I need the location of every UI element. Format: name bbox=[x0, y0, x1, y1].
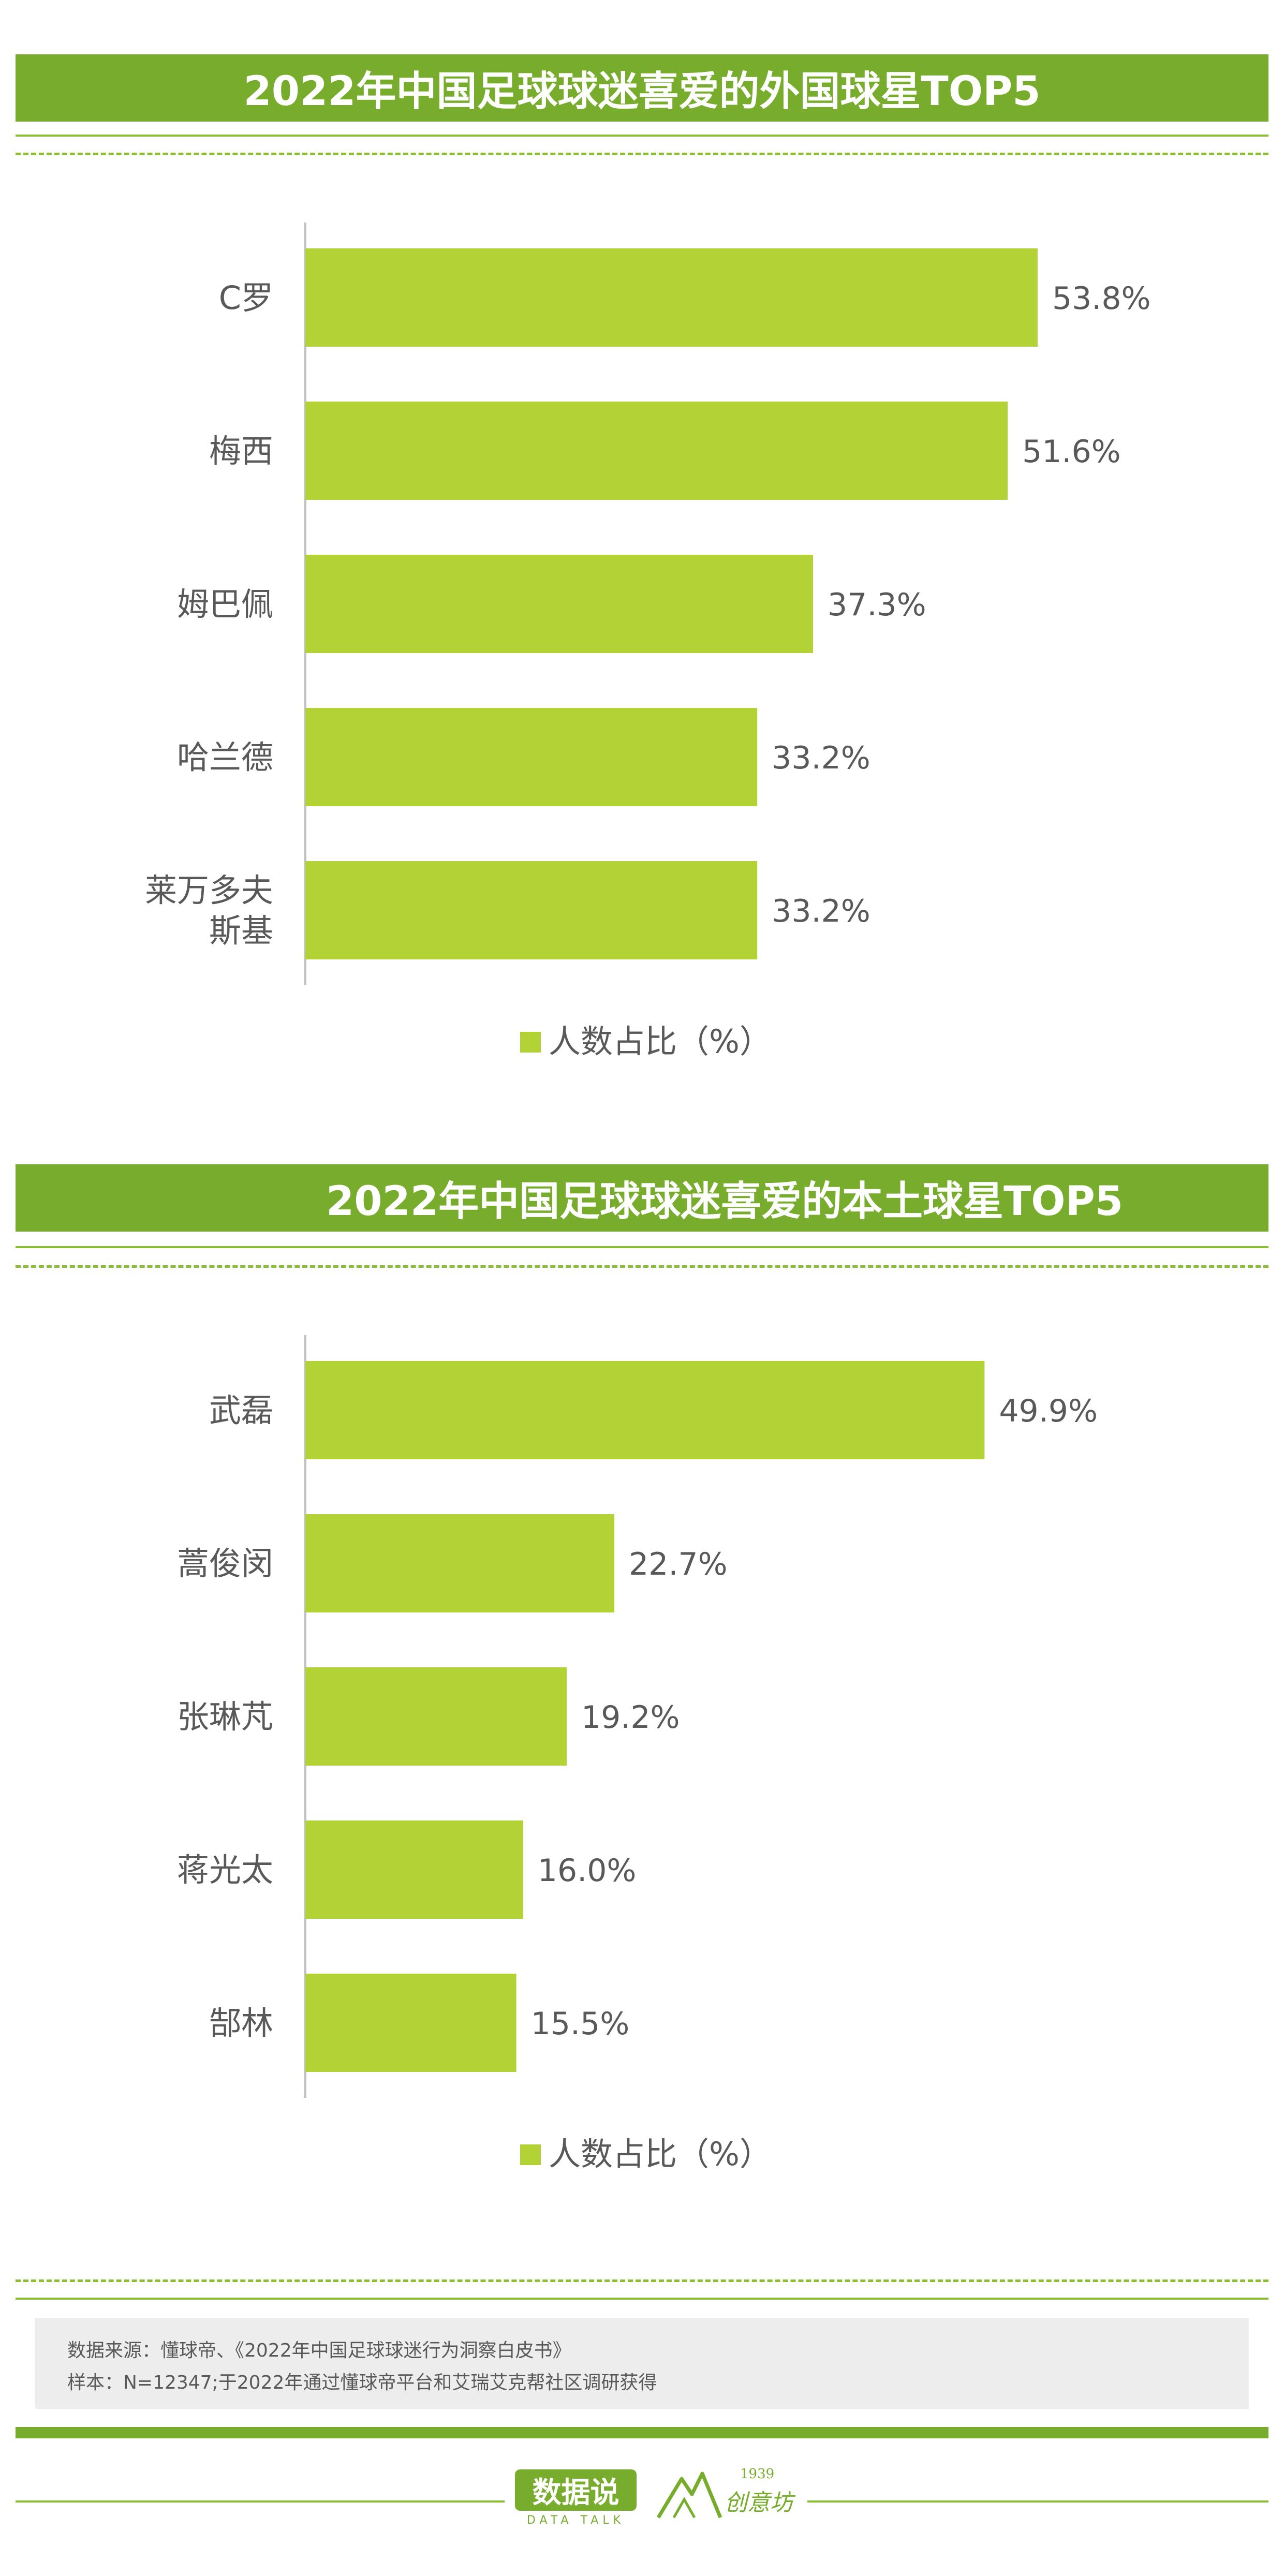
category-label-3: 张琳芃 bbox=[177, 1698, 273, 1736]
chart2-rule-solid bbox=[16, 1246, 1268, 1248]
chart1-rule-dashed bbox=[16, 153, 1268, 155]
category-label-2: 梅西 bbox=[209, 432, 273, 470]
logo-sub-text: DATA TALK bbox=[526, 2514, 625, 2527]
value-label-5: 15.5% bbox=[531, 2006, 630, 2042]
footer-line-left bbox=[16, 2500, 505, 2503]
legend-swatch bbox=[520, 2144, 541, 2165]
category-label-2: 蒿俊闵 bbox=[177, 1545, 273, 1582]
bar-3 bbox=[305, 1667, 567, 1766]
category-label-4: 蒋光太 bbox=[177, 1851, 273, 1889]
bar-4 bbox=[305, 708, 758, 806]
logo-main-text: 数据说 bbox=[532, 2476, 619, 2510]
footer-line-right bbox=[807, 2500, 1268, 2503]
footer-bar bbox=[16, 2427, 1268, 2438]
chart1-svg: 53.8% C罗 51.6% 梅西 37.3% 姆巴佩 33.2% 哈兰德 33.2% 莱万多夫斯… bbox=[145, 223, 1151, 1060]
category-label-5: 郜林 bbox=[209, 2004, 273, 2042]
bar-4 bbox=[305, 1820, 523, 1919]
footer-rule-dashed bbox=[16, 2279, 1268, 2282]
bar-1 bbox=[305, 1361, 985, 1459]
bar-5 bbox=[305, 1974, 516, 2072]
source-text: 数据来源：懂球帝、《2022年中国足球球迷行为洞察白皮书》 bbox=[67, 2340, 571, 2361]
value-label-1: 53.8% bbox=[1052, 280, 1151, 317]
chart2-title-banner: 2022年中国足球球迷喜爱的本土球星TOP5 bbox=[16, 1164, 1268, 1232]
category-label-3: 姆巴佩 bbox=[177, 585, 273, 623]
bar-2 bbox=[305, 1514, 615, 1612]
chart1-title: 2022年中国足球球迷喜爱的外国球星TOP5 bbox=[243, 68, 1041, 115]
source-box: 数据来源：懂球帝、《2022年中国足球球迷行为洞察白皮书》 样本：N=12347… bbox=[35, 2318, 1249, 2409]
value-label-2: 22.7% bbox=[629, 1546, 728, 1582]
sample-text: 样本：N=12347;于2022年通过懂球帝平台和艾瑞艾克帮社区调研获得 bbox=[67, 2372, 657, 2393]
value-label-2: 51.6% bbox=[1022, 434, 1121, 470]
value-label-4: 16.0% bbox=[538, 1853, 637, 1889]
legend-label: 人数占比（%） bbox=[549, 2135, 772, 2173]
value-label-1: 49.9% bbox=[999, 1393, 1098, 1429]
category-label-4: 哈兰德 bbox=[177, 738, 273, 776]
chart2-rule-dashed bbox=[16, 1265, 1268, 1268]
logo2-year: 1939 bbox=[740, 2466, 775, 2482]
footer-rule-solid bbox=[16, 2298, 1268, 2300]
bar-5 bbox=[305, 861, 758, 959]
legend-swatch bbox=[520, 1032, 541, 1053]
category-label-1: C罗 bbox=[219, 279, 273, 317]
value-label-3: 19.2% bbox=[581, 1699, 680, 1736]
bar-1 bbox=[305, 248, 1038, 347]
mountain-logo-icon bbox=[656, 2471, 722, 2519]
chart1-title-banner: 2022年中国足球球迷喜爱的外国球星TOP5 bbox=[16, 54, 1268, 122]
legend-label: 人数占比（%） bbox=[549, 1023, 772, 1060]
chart2-svg: 49.9% 武磊 22.7% 蒿俊闵 19.2% 张琳芃 16.0% 蒋光太 15.5% 郜林人数… bbox=[177, 1335, 1098, 2173]
bar-2 bbox=[305, 402, 1008, 500]
value-label-3: 37.3% bbox=[828, 587, 926, 623]
bar-3 bbox=[305, 555, 813, 653]
data-talk-logo: 数据说 bbox=[515, 2469, 637, 2511]
category-label-5: 莱万多夫斯基 bbox=[145, 871, 273, 950]
value-label-4: 33.2% bbox=[772, 740, 870, 776]
logo2-text: 创意坊 bbox=[725, 2490, 793, 2516]
category-label-1: 武磊 bbox=[209, 1391, 273, 1429]
value-label-5: 33.2% bbox=[772, 893, 870, 929]
chart1-rule-solid bbox=[16, 135, 1268, 137]
chart2-title: 2022年中国足球球迷喜爱的本土球星TOP5 bbox=[326, 1178, 1124, 1225]
